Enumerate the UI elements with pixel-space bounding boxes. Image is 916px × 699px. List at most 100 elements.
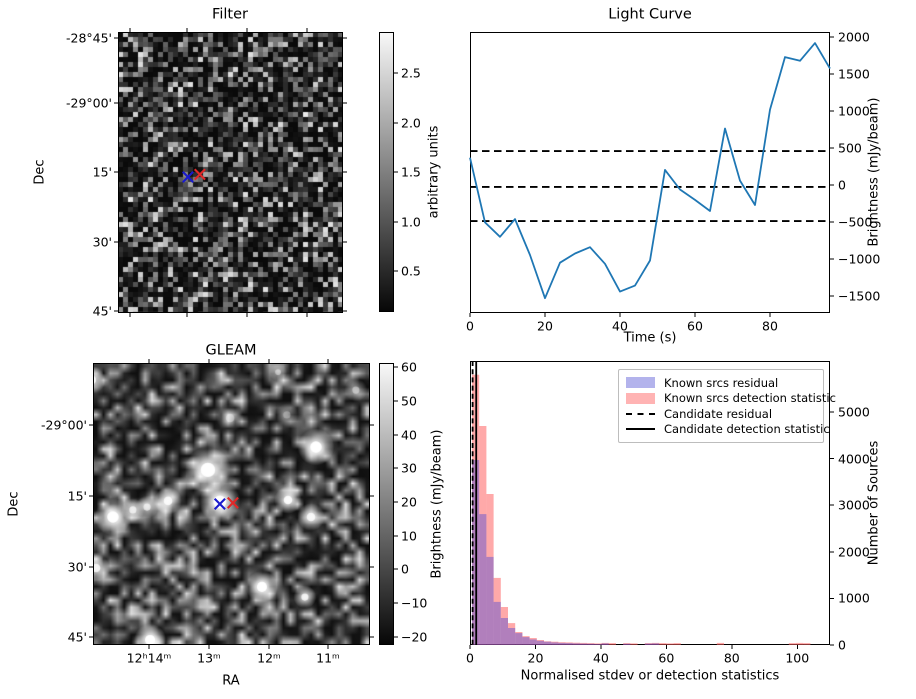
lightcurve-ytick-label: 1000 [838,103,870,119]
histogram-xtick-label: 0 [466,650,474,666]
gleam-xlabel: RA [222,673,240,689]
histogram-bar-detection [716,642,724,645]
plot-spine [93,363,370,645]
histogram-bar-detection [493,577,501,645]
filter-ylabel: Dec [32,159,48,185]
legend-swatch-blue [626,377,655,388]
legend-swatch-pink [626,392,655,404]
filter-colorbar-tick-label: 0.5 [401,263,421,279]
plot-spine [470,32,830,313]
gleam-colorbar-tick-label: −20 [401,629,428,645]
light-curve-xlabel: Time (s) [623,330,677,346]
histogram-bar-detection [515,632,523,645]
filter-ytick-label: 15' [92,164,112,180]
histogram-bar-detection [659,643,667,645]
histogram-bar-residual [544,641,552,645]
histogram-xtick-label: 100 [785,650,810,666]
histogram-bar-detection [673,643,681,645]
histogram-bar-residual [529,639,537,645]
histogram-bar-residual [565,643,573,645]
x-marker [226,496,239,509]
filter-colorbar [379,32,394,312]
filter-ytick-label: -28°45' [65,30,112,46]
histogram-bar-residual [623,643,631,645]
histogram-bar-detection [544,641,552,645]
histogram-bar-detection [594,643,602,645]
filter-colorbar-tick-label: 2.0 [401,115,421,131]
gleam-xtick-label: 13ᵐ [197,650,221,666]
gleam-colorbar-tick-label: 30 [401,460,417,476]
histogram-xtick-label: 20 [527,650,544,666]
legend-label: Candidate detection statistic [664,422,830,437]
histogram-bar-detection [788,643,796,645]
gleam-colorbar-tick-label: 50 [401,393,417,409]
histogram-ytick-label: 2000 [838,544,870,560]
lightcurve-xtick-label: 40 [612,318,628,334]
histogram-bar-detection [558,642,566,645]
filter-title: Filter [212,6,248,23]
histogram-ytick-label: 4000 [838,451,870,467]
gleam-xtick-label: 12ʰ14ᵐ [126,650,172,666]
filter-colorbar-label: arbitrary units [426,125,442,219]
histogram-bar-detection [796,642,804,645]
lightcurve-ytick-label: 0 [838,177,846,193]
legend-label: Candidate residual [664,406,773,421]
histogram-bar-detection [587,643,595,645]
lightcurve-xtick-label: 60 [687,318,703,334]
gleam-colorbar-tick-label: 60 [401,359,417,375]
filter-colorbar-tick-label: 2.5 [401,65,421,81]
histogram-bar-detection [623,643,631,645]
histogram-bar-detection [479,426,487,645]
gleam-colorbar [379,363,394,645]
gleam-ytick-label: 30' [67,559,87,575]
legend-label: Known srcs detection statistic [664,391,836,406]
filter-colorbar-tick-label: 1.0 [401,214,421,230]
histogram-bar-residual [551,642,559,645]
lightcurve-ytick-label: −1500 [838,288,881,304]
lightcurve-ytick-label: 1500 [838,66,870,82]
histogram-bar-residual [508,628,516,645]
histogram-bar-detection [536,640,544,645]
histogram-bar-residual [536,640,544,645]
gleam-colorbar-tick-label: 20 [401,494,417,510]
gleam-ytick-label: 15' [67,488,87,504]
histogram-bar-residual [572,643,580,645]
lightcurve-line [469,42,831,300]
gleam-ylabel: Dec [6,491,22,517]
histogram-bar-residual [644,643,652,645]
gleam-colorbar-tick-label: 0 [401,561,409,577]
lightcurve-xtick-label: 80 [762,318,778,334]
plot-spine [118,32,343,313]
filter-colorbar-tick-label: 1.5 [401,164,421,180]
legend-item-known-residual: Known srcs residual [626,375,816,390]
lightcurve-xtick-label: 0 [466,318,474,334]
legend-item-candidate-residual: Candidate residual [626,406,816,421]
histogram-bar-detection [529,638,537,645]
histogram-bar-residual [594,644,602,645]
gleam-colorbar-tick-label: 40 [401,427,417,443]
histogram-bar-residual [479,514,487,645]
legend-solid-line-sample [626,428,655,431]
legend-item-candidate-detection: Candidate detection statistic [626,422,830,437]
histogram-bar-residual [601,643,609,645]
lightcurve-xtick-label: 20 [537,318,553,334]
histogram-bar-detection [601,642,609,645]
histogram-bar-detection [608,643,616,645]
gleam-title: GLEAM [205,342,257,359]
histogram-bar-detection [666,643,674,645]
histogram-ytick-label: 0 [838,637,846,653]
histogram-bar-detection [630,643,638,645]
histogram-bar-detection [803,643,811,645]
histogram-bar-residual [522,637,530,645]
histogram-xtick-label: 40 [592,650,609,666]
histogram-xlabel: Normalised stdev or detection statistics [520,668,780,684]
filter-image-canvas [118,32,343,313]
histogram-bar-detection [572,642,580,645]
lightcurve-ytick-label: −500 [838,214,873,230]
lightcurve-ytick-label: 500 [838,140,862,156]
histogram-bar-residual [515,633,523,645]
histogram-bar-detection [565,642,573,645]
filter-ytick-label: 45' [92,303,112,319]
